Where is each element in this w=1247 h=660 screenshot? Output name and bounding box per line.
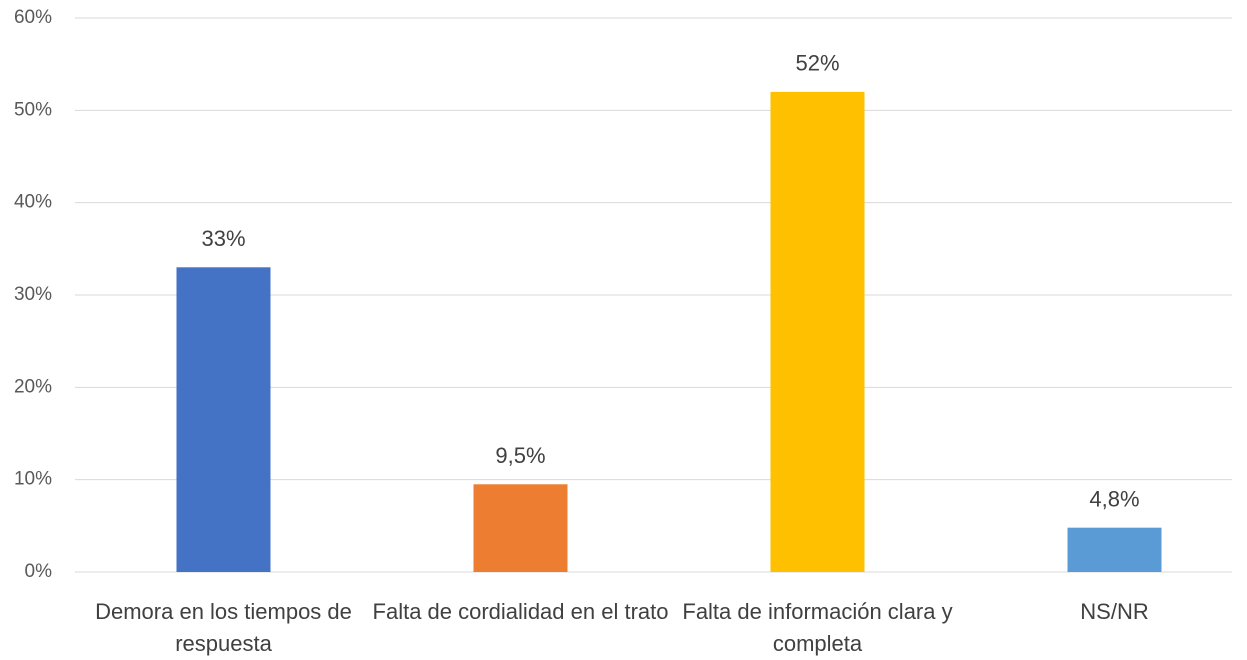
y-tick-label: 10% — [14, 469, 52, 490]
x-tick-label: Falta de cordialidad en el trato — [372, 599, 669, 624]
y-tick-label: 0% — [25, 561, 53, 582]
bar — [770, 91, 865, 572]
y-tick-label: 60% — [14, 7, 52, 28]
x-tick-label: Demora en los tiempos de respuesta — [95, 599, 352, 656]
y-tick-label: 50% — [14, 99, 52, 120]
value-label: 9,5% — [495, 443, 545, 468]
bar — [473, 484, 568, 572]
x-tick-label: NS/NR — [1080, 599, 1149, 624]
value-label: 4,8% — [1089, 486, 1139, 511]
value-label: 33% — [201, 226, 245, 251]
value-label: 52% — [795, 51, 839, 76]
x-tick-label: Falta de información clara y completa — [682, 599, 953, 656]
y-tick-label: 30% — [14, 284, 52, 305]
bar — [1067, 527, 1162, 572]
y-tick-label: 20% — [14, 376, 52, 397]
bar — [176, 267, 271, 572]
y-tick-label: 40% — [14, 192, 52, 213]
